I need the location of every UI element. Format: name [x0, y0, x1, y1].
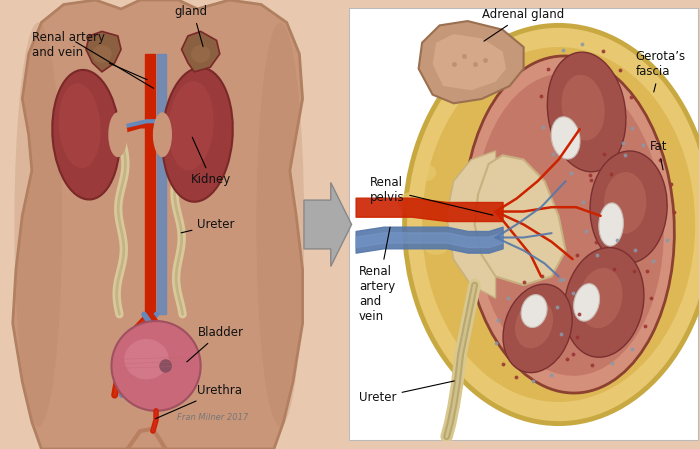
Polygon shape	[475, 155, 566, 285]
Ellipse shape	[424, 238, 449, 255]
Polygon shape	[13, 0, 302, 449]
Ellipse shape	[415, 164, 436, 181]
Ellipse shape	[515, 300, 553, 348]
Ellipse shape	[464, 56, 674, 393]
Polygon shape	[433, 34, 506, 90]
Text: Fat: Fat	[650, 140, 667, 170]
Ellipse shape	[590, 151, 667, 264]
Ellipse shape	[503, 284, 572, 373]
Ellipse shape	[160, 359, 172, 373]
Text: Adrenal
gland: Adrenal gland	[169, 0, 214, 47]
Ellipse shape	[561, 75, 605, 141]
Text: Gerota’s
fascia: Gerota’s fascia	[636, 50, 686, 92]
Ellipse shape	[651, 211, 676, 238]
Ellipse shape	[14, 22, 62, 427]
Text: Renal
pelvis: Renal pelvis	[370, 176, 493, 215]
Ellipse shape	[579, 268, 622, 328]
FancyBboxPatch shape	[349, 8, 699, 441]
Text: Renal artery
and vein: Renal artery and vein	[32, 31, 147, 80]
Ellipse shape	[604, 172, 646, 234]
Ellipse shape	[551, 117, 580, 159]
Ellipse shape	[169, 81, 214, 171]
Text: Renal
artery
and
vein: Renal artery and vein	[359, 227, 396, 323]
Ellipse shape	[111, 321, 201, 411]
Polygon shape	[181, 31, 220, 72]
Ellipse shape	[52, 70, 120, 199]
Ellipse shape	[405, 26, 700, 423]
Ellipse shape	[646, 172, 667, 190]
Text: Fran Milner 2017: Fran Milner 2017	[177, 413, 248, 422]
Text: Ureter: Ureter	[181, 218, 235, 233]
FancyArrow shape	[304, 182, 351, 266]
Ellipse shape	[646, 259, 667, 277]
Ellipse shape	[598, 203, 624, 246]
Ellipse shape	[108, 112, 127, 157]
Ellipse shape	[564, 247, 644, 357]
Polygon shape	[86, 31, 121, 72]
Ellipse shape	[124, 339, 169, 379]
Ellipse shape	[191, 45, 210, 63]
Ellipse shape	[521, 295, 547, 327]
Text: Ureter: Ureter	[359, 381, 454, 404]
Ellipse shape	[398, 192, 426, 214]
Text: Kidney: Kidney	[191, 137, 231, 186]
Ellipse shape	[547, 52, 626, 172]
Polygon shape	[419, 21, 524, 103]
Ellipse shape	[92, 45, 111, 63]
Ellipse shape	[475, 73, 664, 376]
Ellipse shape	[162, 68, 233, 202]
Ellipse shape	[574, 284, 599, 321]
Ellipse shape	[153, 112, 172, 157]
Text: Urethra: Urethra	[155, 384, 242, 419]
Ellipse shape	[256, 22, 304, 427]
Text: Bladder: Bladder	[187, 326, 244, 362]
Ellipse shape	[59, 83, 101, 168]
Text: Adrenal gland: Adrenal gland	[482, 8, 565, 41]
Ellipse shape	[422, 47, 695, 402]
Polygon shape	[447, 151, 496, 298]
